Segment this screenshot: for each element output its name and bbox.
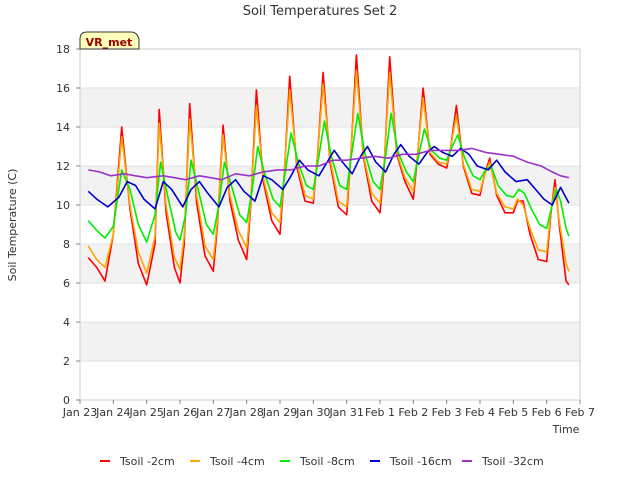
- background-band: [80, 88, 580, 127]
- x-axis-label: Time: [552, 423, 580, 436]
- x-tick-label: Jan 25: [128, 406, 163, 419]
- y-tick-label: 18: [56, 43, 70, 56]
- series-line-tsoil-32cm: [88, 147, 570, 181]
- x-tick-label: Feb 4: [465, 406, 495, 419]
- x-tick-label: Jan 23: [62, 406, 97, 419]
- series-lines: [87, 54, 570, 286]
- x-tick-label: Feb 1: [365, 406, 395, 419]
- background-bands: [80, 88, 580, 361]
- legend-label: Tsoil -2cm: [119, 455, 175, 468]
- series-line-tsoil-4cm: [87, 69, 570, 275]
- y-tick-label: 10: [56, 199, 70, 212]
- legend-label: Tsoil -16cm: [389, 455, 452, 468]
- y-tick-label: 14: [56, 121, 70, 134]
- x-tick-label: Jan 28: [228, 406, 263, 419]
- x-tick-label: Jan 26: [162, 406, 197, 419]
- x-tick-label: Feb 3: [432, 406, 462, 419]
- site-label-badge: VR_met: [79, 31, 140, 50]
- x-tick-label: Feb 2: [398, 406, 428, 419]
- y-tick-label: 16: [56, 82, 70, 95]
- x-tick-label: Feb 7: [565, 406, 595, 419]
- legend: Tsoil -2cm Tsoil -4cm Tsoil -8cm Tsoil -16c…: [100, 455, 544, 468]
- series-line-tsoil-2cm: [87, 54, 570, 286]
- background-band: [80, 322, 580, 361]
- y-tick-label: 8: [63, 238, 70, 251]
- y-axis-label: Soil Temperature (C): [6, 169, 19, 282]
- legend-label: Tsoil -4cm: [209, 455, 265, 468]
- series-line-tsoil-16cm: [87, 143, 570, 210]
- x-tick-label: Jan 29: [262, 406, 297, 419]
- x-tick-label: Jan 27: [195, 406, 230, 419]
- y-tick-label: 0: [63, 394, 70, 407]
- x-tick-label: Feb 6: [532, 406, 562, 419]
- legend-label: Tsoil -32cm: [481, 455, 544, 468]
- site-label-text: VR_met: [86, 36, 133, 49]
- y-tick-label: 2: [63, 355, 70, 368]
- y-axis-ticks: 0 2 4 6 8 10 12 14 16 18: [56, 43, 80, 407]
- y-tick-label: 6: [63, 277, 70, 290]
- x-tick-label: Jan 30: [295, 406, 330, 419]
- y-tick-label: 12: [56, 160, 70, 173]
- y-tick-label: 4: [63, 316, 70, 329]
- legend-label: Tsoil -8cm: [299, 455, 355, 468]
- series-line-tsoil-8cm: [87, 112, 570, 243]
- x-tick-label: Jan 31: [328, 406, 363, 419]
- chart-title: Soil Temperatures Set 2: [243, 4, 398, 19]
- background-band: [80, 244, 580, 283]
- x-tick-label: Feb 5: [498, 406, 528, 419]
- x-tick-label: Jan 24: [95, 406, 130, 419]
- plot-area: [79, 48, 581, 401]
- site-label-box: [79, 31, 140, 50]
